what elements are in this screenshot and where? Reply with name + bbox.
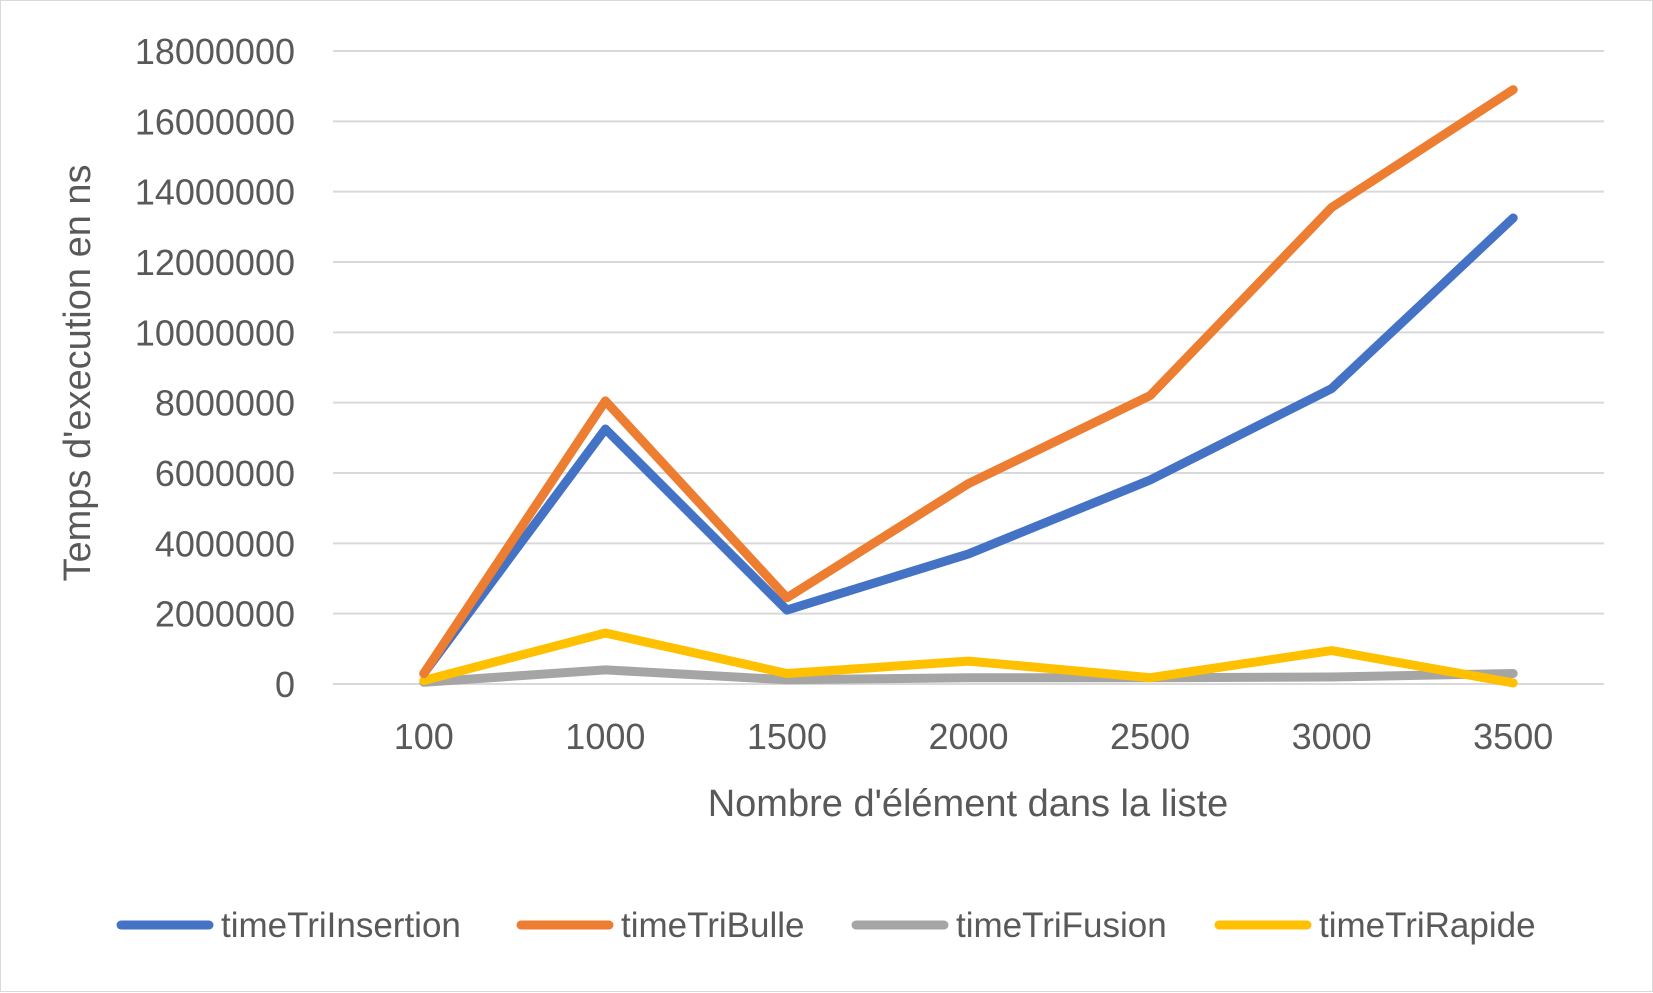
y-tick-label: 6000000 — [155, 453, 295, 494]
y-tick-label: 4000000 — [155, 523, 295, 564]
y-axis-ticks: 0 2000000 4000000 6000000 8000000 10000000 120… — [135, 31, 295, 705]
series-line-timeTriInsertion — [419, 213, 1518, 678]
x-tick-label: 2500 — [1110, 716, 1190, 757]
y-tick-label: 10000000 — [135, 312, 295, 353]
y-tick-label: 0 — [275, 664, 295, 705]
legend-item: timeTriRapide — [1214, 906, 1536, 945]
series-line-timeTriRapide — [419, 628, 1518, 688]
y-tick-label: 16000000 — [135, 101, 295, 142]
legend-item: timeTriFusion — [851, 906, 1167, 945]
y-tick-label: 18000000 — [135, 31, 295, 72]
series-line-timeTriBulle — [419, 85, 1518, 678]
x-tick-label: 100 — [394, 716, 454, 757]
x-tick-label: 3000 — [1292, 716, 1372, 757]
legend: timeTriInsertion timeTriBulle timeTriFusio… — [116, 906, 1536, 945]
y-tick-label: 2000000 — [155, 594, 295, 635]
series-lines — [419, 85, 1518, 688]
x-tick-label: 1000 — [565, 716, 645, 757]
y-tick-label: 12000000 — [135, 242, 295, 283]
series-line-timeTriFusion — [419, 665, 1518, 687]
x-axis-title: Nombre d'élément dans la liste — [708, 783, 1229, 825]
gridlines — [333, 50, 1604, 685]
y-tick-label: 14000000 — [135, 172, 295, 213]
x-tick-label: 1500 — [747, 716, 827, 757]
legend-item: timeTriInsertion — [116, 906, 461, 945]
x-axis-ticks: 100 1000 1500 2000 2500 3000 3500 — [394, 716, 1554, 757]
y-axis-title: Temps d'execution en ns — [57, 164, 99, 581]
legend-label: timeTriRapide — [1319, 906, 1536, 945]
y-tick-label: 8000000 — [155, 383, 295, 424]
x-tick-label: 2000 — [928, 716, 1008, 757]
legend-item: timeTriBulle — [516, 906, 804, 945]
legend-label: timeTriInsertion — [221, 906, 461, 945]
x-tick-label: 3500 — [1473, 716, 1553, 757]
legend-label: timeTriFusion — [956, 906, 1167, 945]
legend-label: timeTriBulle — [621, 906, 804, 945]
